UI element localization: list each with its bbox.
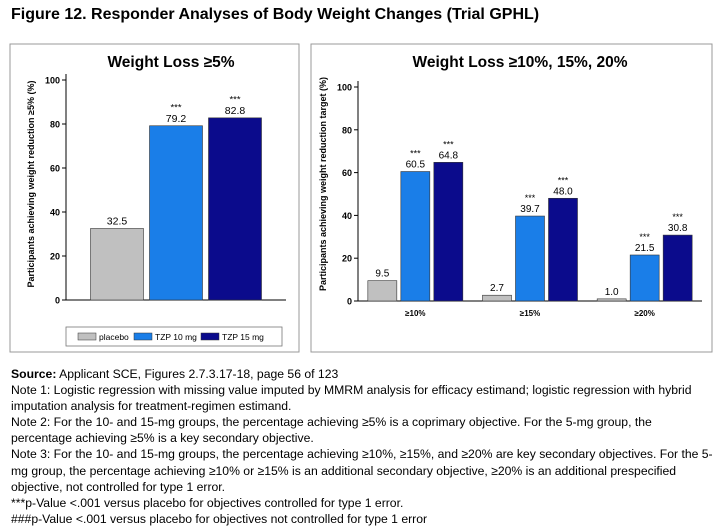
significance-marker: *** [558,175,569,185]
figure-title: Figure 12. Responder Analyses of Body We… [11,6,540,23]
legend-label: TZP 15 mg [222,332,264,342]
significance-marker: *** [639,232,650,242]
y-tick-label: 80 [342,125,352,135]
bar [433,162,464,302]
significance-marker: *** [410,149,421,159]
legend: placebo TZP 10 mg TZP 15 mg [65,326,283,347]
data-label: 21.5 [635,243,655,254]
source-line: Source: Applicant SCE, Figures 2.7.3.17-… [11,366,717,382]
y-tick-label: 0 [347,297,352,307]
right-chart-title: Weight Loss ≥10%, 15%, 20% [413,54,628,71]
responder-charts: Weight Loss ≥5% Weight Loss ≥10%, 15%, 2… [9,43,713,353]
bar [367,280,398,302]
source-label: Source: [11,367,57,381]
data-label: 48.0 [553,186,573,197]
note-line: ***p-Value <.001 versus placebo for obje… [11,495,404,510]
bar [629,254,660,302]
legend-swatch [77,332,97,341]
note-line: Note 3: For the 10- and 15-mg groups, th… [11,447,713,462]
bar [548,197,578,302]
notes: Source: Applicant SCE, Figures 2.7.3.17-… [11,366,717,527]
data-label: 2.7 [490,283,504,294]
bar [662,234,693,302]
left-chart-title: Weight Loss ≥5% [107,54,234,71]
left-chart-frame [9,43,300,353]
source-text: Applicant SCE, Figures 2.7.3.17-18, page… [56,367,339,381]
bar [208,117,262,301]
y-tick-label: 60 [342,168,352,178]
legend-frame [65,326,283,347]
bar [596,298,627,302]
legend-swatch [200,332,220,341]
legend-label: placebo [99,332,129,342]
y-tick-label: 60 [50,164,60,174]
data-label: 39.7 [520,204,540,215]
data-label: 64.8 [439,150,459,161]
x-tick-label: ≥10% [405,309,425,318]
y-tick-label: 20 [342,254,352,264]
x-tick-label: ≥15% [520,309,540,318]
x-tick-label: ≥20% [634,309,654,318]
y-tick-label: 80 [50,120,60,130]
data-label: 30.8 [668,223,688,234]
data-label: 9.5 [375,269,389,280]
right-chart-frame [310,43,713,353]
note-line: mg group, the percentage achieving ≥10% … [11,463,677,478]
significance-marker: *** [229,94,240,105]
legend-swatch [133,332,153,341]
right-y-axis-label: Participants achieving weight reduction … [318,77,328,291]
y-tick-label: 100 [337,83,352,93]
bar [400,171,431,302]
note-line: imputation analysis for treatment-regime… [11,399,292,414]
note-line: ###p-Value <.001 versus placebo for obje… [11,511,428,526]
bar [482,294,512,302]
data-label: 1.0 [605,287,619,298]
y-tick-label: 100 [45,76,60,86]
y-tick-label: 0 [55,296,60,306]
note-line: Note 1: Logistic regression with missing… [11,383,692,398]
bar [90,228,144,301]
note-line: percentage achieving ≥5% is a key second… [11,431,314,446]
legend-label: TZP 10 mg [155,332,197,342]
significance-marker: *** [443,139,454,149]
bar [149,125,203,301]
y-tick-label: 40 [342,211,352,221]
y-tick-label: 20 [50,252,60,262]
significance-marker: *** [525,193,536,203]
data-label: 79.2 [166,113,187,125]
data-label: 32.5 [107,216,128,228]
data-label: 82.8 [225,105,246,117]
significance-marker: *** [672,212,683,222]
note-line: Note 2: For the 10- and 15-mg groups, th… [11,415,652,430]
left-y-axis-label: Participants achieving weight reduction … [26,81,36,288]
bar [515,215,545,302]
note-line: objective, not controlled for type 1 err… [11,479,226,494]
data-label: 60.5 [406,160,426,171]
y-tick-label: 40 [50,208,60,218]
significance-marker: *** [170,102,181,113]
